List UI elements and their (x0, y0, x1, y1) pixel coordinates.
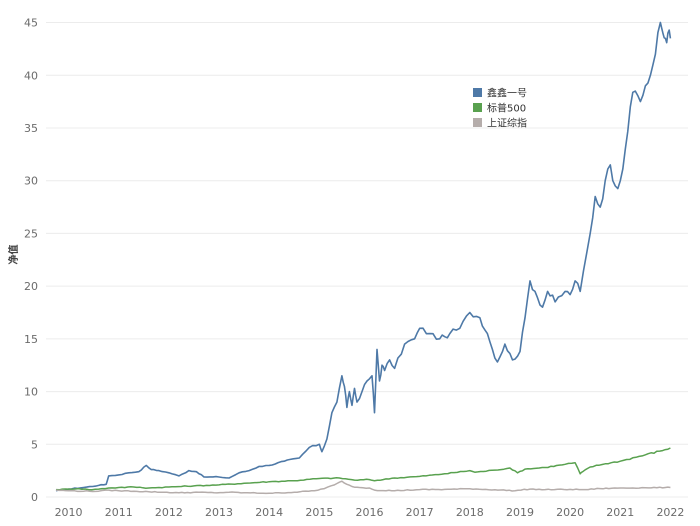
x-tick-label: 2014 (255, 506, 283, 519)
x-tick-label: 2011 (105, 506, 133, 519)
x-tick-label: 2019 (506, 506, 534, 519)
y-tick-label: 0 (31, 491, 38, 504)
legend-label-2: 标普500 (487, 102, 526, 115)
y-tick-label: 25 (24, 227, 38, 240)
x-tick-label: 2012 (155, 506, 183, 519)
y-axis-title: 净值 (7, 245, 20, 265)
y-tick-label: 10 (24, 386, 38, 399)
x-tick-label: 2010 (55, 506, 83, 519)
y-tick-label: 5 (31, 438, 38, 451)
y-tick-label: 35 (24, 122, 38, 135)
x-tick-label: 2018 (456, 506, 484, 519)
legend-label-3: 上证综指 (487, 117, 527, 130)
series-line-3 (55, 480, 671, 495)
x-tick-label: 2015 (305, 506, 333, 519)
y-tick-label: 40 (24, 69, 38, 82)
series-line-1 (55, 21, 672, 492)
legend-swatch-2 (473, 103, 482, 112)
y-tick-label: 20 (24, 280, 38, 293)
legend-swatch-3 (473, 118, 482, 127)
y-tick-label: 45 (24, 17, 38, 30)
series-line-2 (55, 447, 671, 491)
series-layer (55, 21, 672, 495)
x-tick-label: 2021 (606, 506, 634, 519)
legend-swatch-1 (473, 88, 482, 97)
x-tick-label: 2020 (556, 506, 584, 519)
x-tick-label: 2017 (406, 506, 434, 519)
y-axis: 0 5 10 15 20 25 30 35 40 45 (24, 17, 38, 504)
y-tick-label: 30 (24, 175, 38, 188)
x-tick-label: 2016 (356, 506, 384, 519)
x-tick-label: 2022 (656, 506, 684, 519)
legend-label-1: 鑫鑫一号 (487, 87, 527, 100)
x-axis: 2010 2011 2012 2013 2014 2015 2016 2017 2018 2019… (55, 506, 685, 519)
x-tick-label: 2013 (205, 506, 233, 519)
y-tick-label: 15 (24, 333, 38, 346)
grid (46, 22, 688, 498)
